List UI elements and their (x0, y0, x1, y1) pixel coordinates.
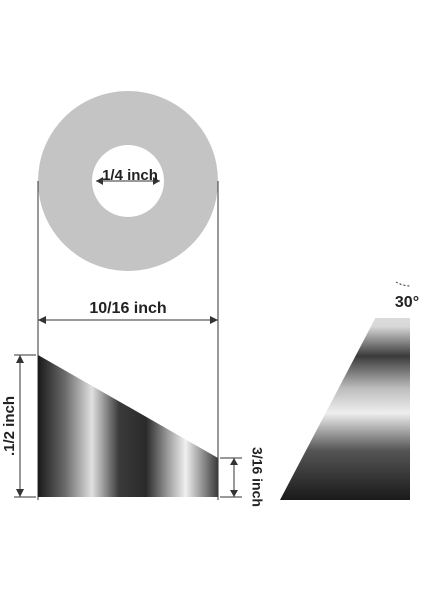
angle-area (373, 252, 410, 318)
height-label: .1/2 inch (1, 396, 18, 456)
outer-diameter-label: 10/16 inch (89, 300, 166, 317)
short-height-label: 3/16 inch (249, 447, 265, 507)
angle-label: 30° (395, 294, 419, 311)
angle-arc (395, 281, 411, 287)
inner-diameter-label: 1/4 inch (102, 167, 158, 184)
arrow-heads (96, 177, 160, 185)
cut-profile (38, 355, 218, 497)
